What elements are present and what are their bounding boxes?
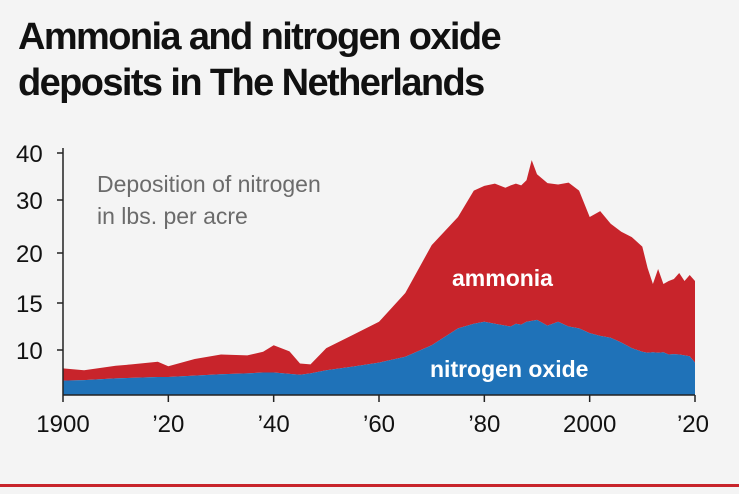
x-tick-label: 2000 <box>563 411 616 438</box>
y-tick-label: 20 <box>16 241 43 268</box>
x-tick-label: 1900 <box>36 411 89 438</box>
chart-title: Ammonia and nitrogen oxide deposits in T… <box>18 14 718 106</box>
x-tick-label: ’20 <box>152 411 184 438</box>
chart-title-line-2: deposits in The Netherlands <box>18 62 485 104</box>
y-axis: 10 15 20 30 40 <box>16 141 64 395</box>
y-tick-label: 40 <box>16 141 43 168</box>
chart-title-line-1: Ammonia and nitrogen oxide <box>18 16 502 58</box>
chart-subtitle-line-2: in lbs. per acre <box>97 203 248 229</box>
chart-subtitle-line-1: Deposition of nitrogen <box>97 171 321 197</box>
nitrogen-oxide-series-label: nitrogen oxide <box>430 356 588 382</box>
x-tick-label: ’40 <box>258 411 290 438</box>
x-tick-label: ’60 <box>363 411 395 438</box>
y-tick-label: 10 <box>16 338 43 365</box>
ammonia-series-label: ammonia <box>452 265 553 291</box>
y-tick-label: 15 <box>16 291 43 318</box>
x-tick-label: ’80 <box>468 411 500 438</box>
bottom-rule <box>0 484 739 487</box>
areas <box>63 160 695 395</box>
x-axis: 1900 ’20 ’40 ’60 ’80 2000 ’20 <box>36 394 709 438</box>
y-tick-label: 30 <box>16 188 43 215</box>
ammonia-area <box>63 160 695 381</box>
x-tick-label: ’20 <box>677 411 709 438</box>
nitrogen-oxide-area <box>63 319 695 395</box>
